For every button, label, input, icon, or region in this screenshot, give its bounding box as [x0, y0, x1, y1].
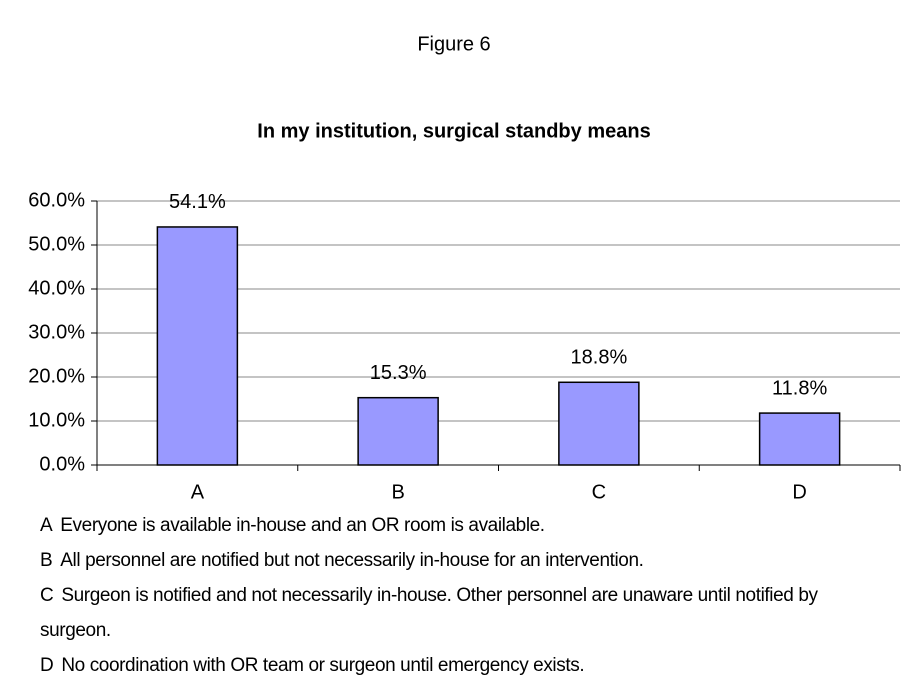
x-tick-label: C — [592, 481, 606, 500]
note-text: All personnel are notified but not neces… — [60, 550, 644, 571]
y-tick-label: 10.0% — [28, 409, 85, 431]
y-tick-label: 20.0% — [28, 365, 85, 387]
figure-label: Figure 6 — [417, 33, 490, 55]
y-tick-label: 60.0% — [28, 189, 85, 211]
note-key: C — [40, 585, 54, 606]
note: A Everyone is available in-house and an O… — [40, 508, 870, 543]
note-text: Everyone is available in-house and an OR… — [60, 515, 545, 536]
y-tick-label: 40.0% — [28, 277, 85, 299]
data-label: 11.8% — [772, 377, 827, 399]
chart-title: In my institution, surgical standby mean… — [257, 120, 650, 142]
y-tick-label: 30.0% — [28, 321, 85, 343]
x-tick-label: D — [792, 481, 806, 500]
data-label: 15.3% — [370, 362, 427, 384]
bar — [357, 396, 439, 466]
bar — [558, 381, 640, 466]
x-tick-label: B — [391, 481, 404, 500]
data-label: 18.8% — [571, 347, 628, 369]
note: D No coordination with OR team or surgeon… — [40, 648, 870, 683]
note-text: Surgeon is notified and not necessarily … — [40, 585, 818, 641]
notes: A Everyone is available in-house and an O… — [40, 508, 870, 683]
note-text: No coordination with OR team or surgeon … — [61, 655, 585, 676]
note-key: B — [40, 550, 53, 571]
note: C Surgeon is notified and not necessarily… — [40, 578, 870, 648]
chart: Figure 6 In my institution, surgical sta… — [28, 33, 901, 500]
y-tick-label: 0.0% — [39, 453, 85, 475]
x-tick-label: A — [191, 481, 205, 500]
y-tick-label: 50.0% — [28, 233, 85, 255]
note-key: D — [40, 655, 54, 676]
data-label: 54.1% — [169, 191, 226, 213]
note: B All personnel are notified but not nece… — [40, 543, 870, 578]
bar — [156, 226, 239, 466]
bar — [758, 412, 841, 466]
note-key: A — [40, 515, 53, 536]
